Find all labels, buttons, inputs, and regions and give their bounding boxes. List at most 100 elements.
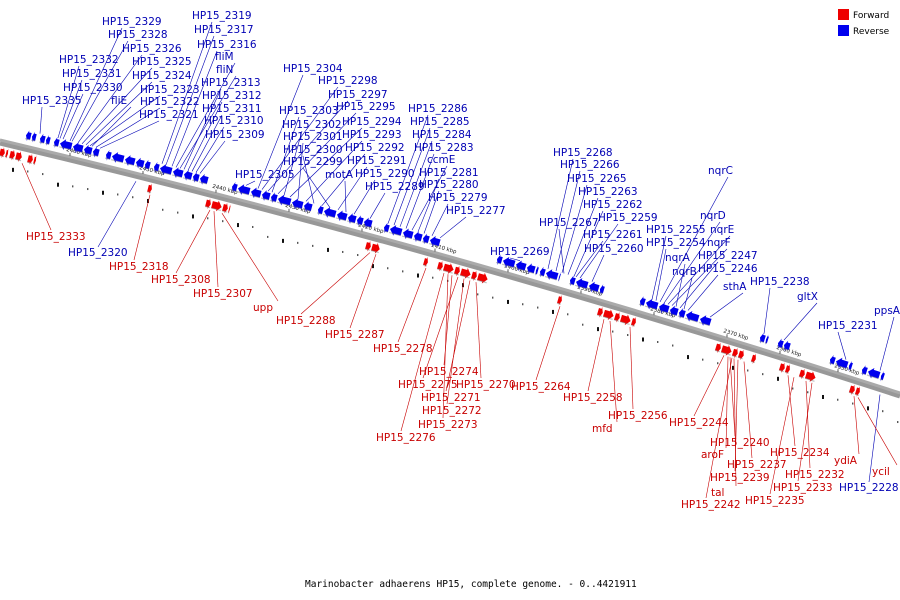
gene-arrows: [0, 130, 885, 397]
label-leader: [797, 382, 813, 482]
gene-arrow-shape: [403, 228, 414, 240]
label-leader: [733, 358, 737, 487]
reverse-gene-label: HP15_2305: [235, 169, 295, 181]
gene-arrow-shape: [147, 183, 152, 195]
gene-arrow-shadow: [684, 317, 698, 323]
reverse-gene: [249, 187, 262, 199]
forward-gene: [798, 368, 805, 380]
reverse-gene: [684, 310, 700, 323]
gc-mark: [417, 273, 419, 278]
gene-arrow-shape: [46, 135, 51, 146]
reverse-gene-label: HP15_2293: [342, 129, 402, 141]
label-leader: [405, 153, 435, 229]
reverse-gene-label: HP15_2295: [336, 101, 396, 113]
reverse-gene-label: HP15_2281: [419, 167, 479, 179]
reverse-gene: [574, 278, 589, 290]
forward-gene: [210, 200, 222, 212]
label-leader: [57, 65, 80, 139]
reverse-gene-label: HP15_2289: [365, 181, 425, 193]
gc-mark: [132, 196, 134, 199]
backbone-line: [0, 138, 900, 395]
label-leader: [575, 240, 604, 278]
gc-mark: [267, 235, 269, 238]
gene-arrow-shape: [211, 200, 222, 212]
gene-arrow-shape: [390, 225, 403, 236]
gc-mark: [717, 362, 719, 365]
forward-gene-label: ydiA: [834, 455, 858, 467]
gc-mark: [612, 330, 614, 333]
gene-arrow-shadow: [737, 356, 743, 360]
gc-mark: [162, 208, 164, 211]
reverse-gene: [428, 236, 441, 247]
gene-arrow-shadow: [92, 154, 99, 157]
gene-arrow-shape: [854, 386, 860, 397]
forward-gene: [750, 353, 756, 364]
legend-reverse-label: Reverse: [853, 27, 890, 37]
gene-arrow-shadow: [401, 235, 412, 240]
gene-arrow-shadow: [630, 324, 636, 327]
gene-arrow-shape: [603, 309, 614, 321]
gene-arrow-shadow: [72, 149, 83, 153]
gene-arrow-shadow: [495, 261, 502, 265]
label-leader: [445, 280, 471, 392]
gene-arrow-shadow: [854, 393, 859, 396]
reverse-gene-label: HP15_2302: [282, 119, 342, 131]
gene-arrow-shape: [106, 149, 112, 161]
gc-mark: [207, 217, 209, 220]
reverse-gene: [355, 215, 364, 227]
label-leader: [245, 180, 256, 186]
reverse-gene-label: HP15_2309: [205, 129, 265, 141]
forward-gene-label: HP15_2258: [563, 392, 623, 404]
gc-mark: [477, 293, 479, 296]
reverse-gene-label: HP15_2292: [345, 142, 405, 154]
gene-arrow-shadow: [135, 165, 144, 169]
gc-mark: [537, 306, 539, 309]
gc-mark: [792, 387, 794, 390]
forward-gene: [720, 345, 732, 356]
label-leader: [446, 278, 465, 405]
gene-arrow-shadow: [276, 201, 290, 207]
gene-arrow-shadow: [412, 238, 421, 242]
reverse-gene-label: HP15_2332: [59, 54, 119, 66]
reverse-gene: [879, 371, 885, 382]
reverse-gene: [677, 308, 686, 319]
label-leader: [729, 357, 736, 437]
forward-gene-label: HP15_2272: [422, 405, 482, 417]
gene-arrow-shadow: [556, 302, 562, 305]
gene-arrow-shadow: [613, 319, 619, 322]
label-leader: [71, 40, 129, 142]
gene-arrow-shape: [292, 198, 304, 210]
reverse-gene: [412, 231, 423, 242]
gene-arrow-shape: [760, 332, 766, 344]
forward-gene: [602, 309, 614, 321]
gene-arrow-shape: [26, 130, 32, 142]
legend-reverse-swatch: [838, 25, 849, 36]
gene-arrow-shape: [93, 146, 100, 158]
gene-arrow-shadow: [355, 222, 363, 226]
gene-arrow-shape: [278, 194, 292, 206]
gene-arrow-shape: [40, 133, 46, 145]
reverse-gene: [105, 149, 112, 161]
label-leader: [99, 120, 160, 149]
gene-arrow-shape: [848, 360, 853, 372]
reverse-gene-label: HP15_2290: [355, 168, 415, 180]
label-leader: [97, 181, 137, 248]
reverse-gene: [764, 334, 769, 345]
forward-gene-label: upp: [253, 302, 273, 314]
reverse-gene-label: HP15_2312: [202, 90, 262, 102]
gene-arrow-shape: [731, 347, 738, 359]
gene-arrow-shadow: [105, 157, 111, 160]
label-leader: [400, 272, 445, 432]
reverse-gene: [182, 169, 193, 181]
gene-arrow-shadow: [290, 205, 302, 210]
forward-gene: [422, 256, 428, 268]
gene-arrow-shadow: [210, 207, 221, 212]
gene-arrow-shape: [184, 169, 193, 181]
reverse-gene: [290, 198, 304, 210]
forward-gene-label: HP15_2240: [710, 437, 770, 449]
gene-arrow-shape: [173, 167, 184, 179]
forward-gene: [784, 364, 790, 375]
reverse-gene: [39, 133, 46, 145]
label-leader: [509, 257, 521, 261]
